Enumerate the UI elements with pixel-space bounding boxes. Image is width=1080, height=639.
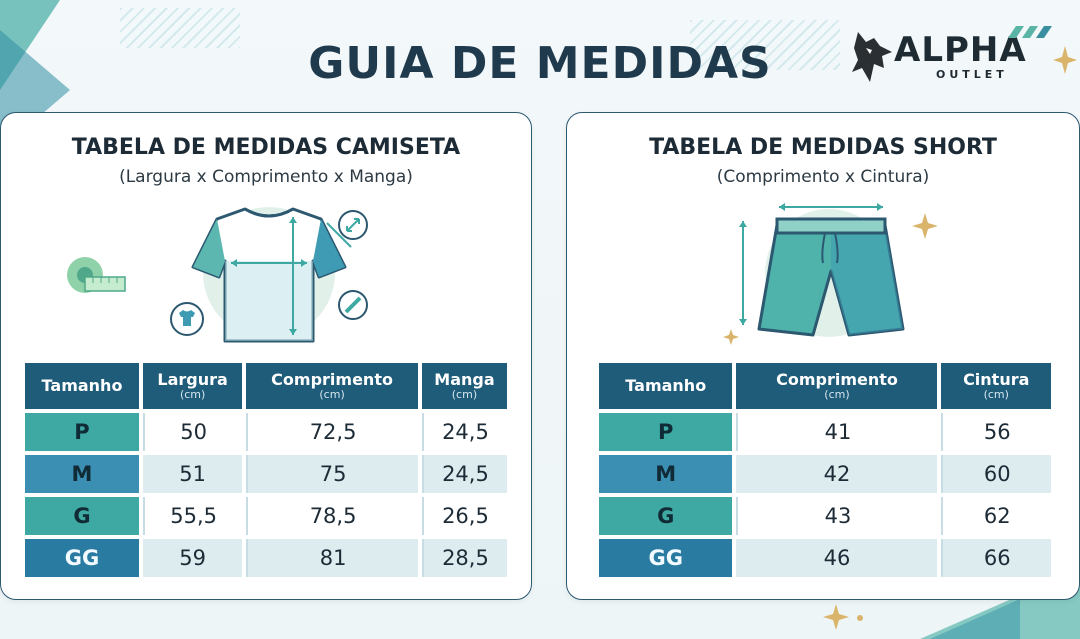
size-cell: GG <box>25 539 139 577</box>
table-row: GG 46 66 <box>599 539 1051 577</box>
short-size-panel: TABELA DE MEDIDAS SHORT (Comprimento x C… <box>566 112 1080 600</box>
shirt-size-table: Tamanho Largura (cm) Comprimento (cm) Mang… <box>21 359 511 581</box>
value-cell: 42 <box>736 455 938 493</box>
page-title: GUIA DE MEDIDAS <box>308 38 772 89</box>
hatch-decoration-right <box>690 20 840 70</box>
logo-stripes-decoration <box>1008 26 1052 38</box>
shirt-table-title: TABELA DE MEDIDAS CAMISETA <box>71 135 461 160</box>
short-size-table: Tamanho Comprimento (cm) Cintura (cm) P 41… <box>595 359 1055 581</box>
value-cell: 24,5 <box>421 413 507 451</box>
table-header-row: Tamanho Comprimento (cm) Cintura (cm) <box>599 363 1051 409</box>
table-row: GG 59 81 28,5 <box>25 539 507 577</box>
value-cell: 60 <box>941 455 1051 493</box>
size-cell: M <box>25 455 139 493</box>
size-cell: M <box>599 455 733 493</box>
table-row: G 55,5 78,5 26,5 <box>25 497 507 535</box>
value-cell: 24,5 <box>421 455 507 493</box>
short-table-subtitle: (Comprimento x Cintura) <box>716 167 930 187</box>
value-cell: 81 <box>246 539 418 577</box>
value-cell: 28,5 <box>421 539 507 577</box>
value-cell: 43 <box>736 497 938 535</box>
value-cell: 56 <box>941 413 1051 451</box>
value-cell: 59 <box>143 539 243 577</box>
value-cell: 55,5 <box>143 497 243 535</box>
column-header: Comprimento (cm) <box>736 363 938 409</box>
column-header: Tamanho <box>599 363 733 409</box>
hatch-decoration <box>120 8 240 48</box>
corner-decoration-bottom-right-inner <box>930 599 1020 639</box>
measuring-tape-icon <box>67 257 126 293</box>
column-header: Manga (cm) <box>421 363 507 409</box>
value-cell: 41 <box>736 413 938 451</box>
value-cell: 78,5 <box>246 497 418 535</box>
table-row: M 51 75 24,5 <box>25 455 507 493</box>
shirt-table-subtitle: (Largura x Comprimento x Manga) <box>119 167 413 187</box>
value-cell: 46 <box>736 539 938 577</box>
logo-name: ALPHA <box>894 30 1027 70</box>
short-table-title: TABELA DE MEDIDAS SHORT <box>649 135 997 160</box>
size-cell: GG <box>599 539 733 577</box>
value-cell: 51 <box>143 455 243 493</box>
value-cell: 26,5 <box>421 497 507 535</box>
size-cell: G <box>599 497 733 535</box>
column-header: Largura (cm) <box>143 363 243 409</box>
column-header: Tamanho <box>25 363 139 409</box>
value-cell: 62 <box>941 497 1051 535</box>
size-cell: G <box>25 497 139 535</box>
tshirt-icon <box>170 207 368 343</box>
value-cell: 75 <box>246 455 418 493</box>
value-cell: 50 <box>143 413 243 451</box>
column-header: Cintura (cm) <box>941 363 1051 409</box>
table-row: P 50 72,5 24,5 <box>25 413 507 451</box>
column-header: Comprimento (cm) <box>246 363 418 409</box>
logo-sub: OUTLET <box>936 68 1008 81</box>
shirt-size-panel: TABELA DE MEDIDAS CAMISETA (Largura x Co… <box>0 112 532 600</box>
brand-logo: ALPHA OUTLET <box>848 26 1068 88</box>
value-cell: 66 <box>941 539 1051 577</box>
wolf-logo-icon <box>852 32 892 82</box>
table-header-row: Tamanho Largura (cm) Comprimento (cm) Mang… <box>25 363 507 409</box>
size-cell: P <box>25 413 139 451</box>
table-row: G 43 62 <box>599 497 1051 535</box>
table-row: P 41 56 <box>599 413 1051 451</box>
sparkle-icon <box>1053 46 1077 74</box>
value-cell: 72,5 <box>246 413 418 451</box>
shorts-icon <box>723 203 938 345</box>
size-cell: P <box>599 413 733 451</box>
table-row: M 42 60 <box>599 455 1051 493</box>
sparkle-icon <box>823 604 863 630</box>
